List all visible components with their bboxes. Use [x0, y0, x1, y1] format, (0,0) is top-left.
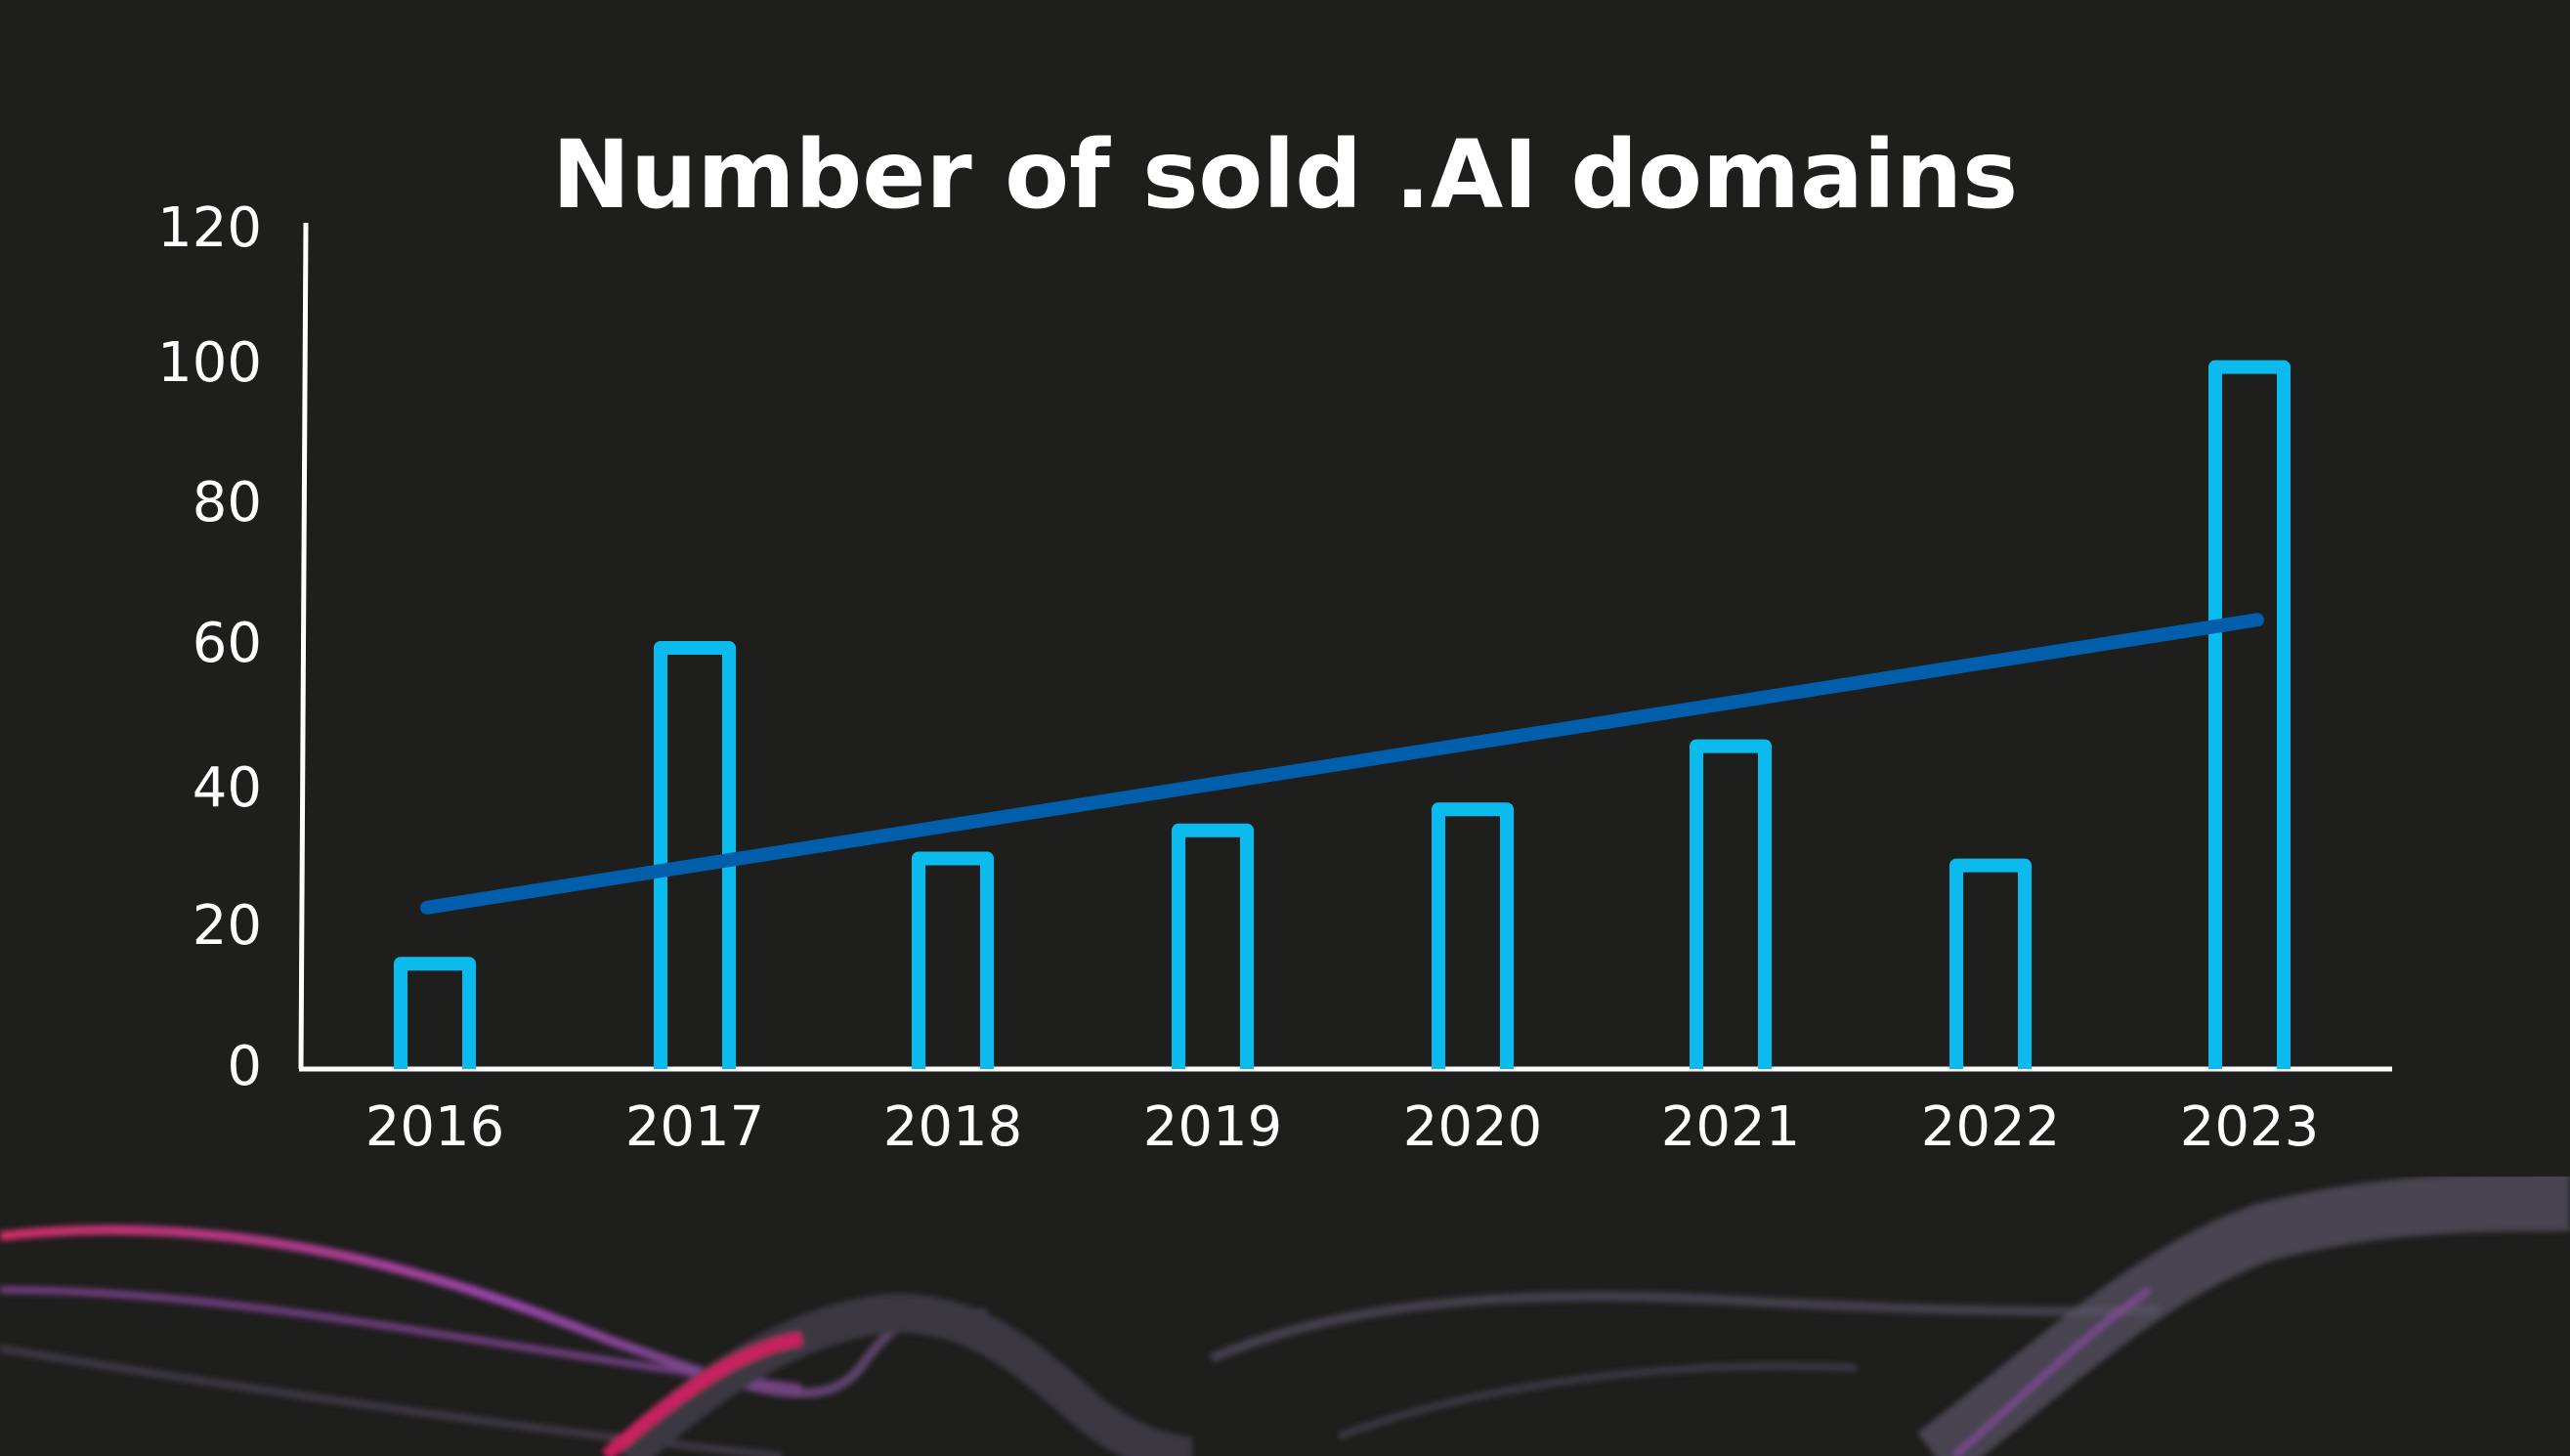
- y-axis-ticks: 120 100 80 60 40 20 0: [157, 196, 262, 1098]
- bar-2023: [2208, 360, 2291, 1069]
- y-tick-20: 20: [193, 894, 262, 958]
- y-tick-120: 120: [157, 196, 262, 260]
- bar-2021: [1690, 739, 1772, 1069]
- x-tick-2021: 2021: [1661, 1095, 1801, 1159]
- bar-2019: [1172, 823, 1254, 1069]
- y-tick-60: 60: [193, 612, 262, 675]
- bar-2016: [394, 957, 476, 1069]
- y-tick-100: 100: [157, 331, 262, 395]
- bar-2018: [912, 851, 994, 1069]
- y-axis: [298, 222, 309, 1070]
- x-tick-2022: 2022: [1921, 1095, 2061, 1159]
- y-tick-0: 0: [227, 1035, 262, 1098]
- x-tick-2017: 2017: [625, 1095, 765, 1159]
- x-tick-2023: 2023: [2180, 1095, 2320, 1159]
- x-tick-2016: 2016: [365, 1095, 505, 1159]
- bar-2022: [1949, 858, 2032, 1069]
- x-axis-ticks: 2016 2017 2018 2019 2020 2021 2022 2023: [365, 1095, 2320, 1159]
- x-tick-2019: 2019: [1143, 1095, 1283, 1159]
- trend-line: [420, 613, 2264, 915]
- x-tick-2018: 2018: [883, 1095, 1023, 1159]
- decorative-waves: [0, 1173, 2570, 1456]
- y-tick-80: 80: [193, 471, 262, 535]
- bar-2020: [1432, 802, 1514, 1069]
- chart-title: Number of sold .AI domains: [552, 120, 2018, 230]
- y-tick-40: 40: [193, 756, 262, 820]
- bar-series: [394, 360, 2291, 1069]
- x-tick-2020: 2020: [1403, 1095, 1543, 1159]
